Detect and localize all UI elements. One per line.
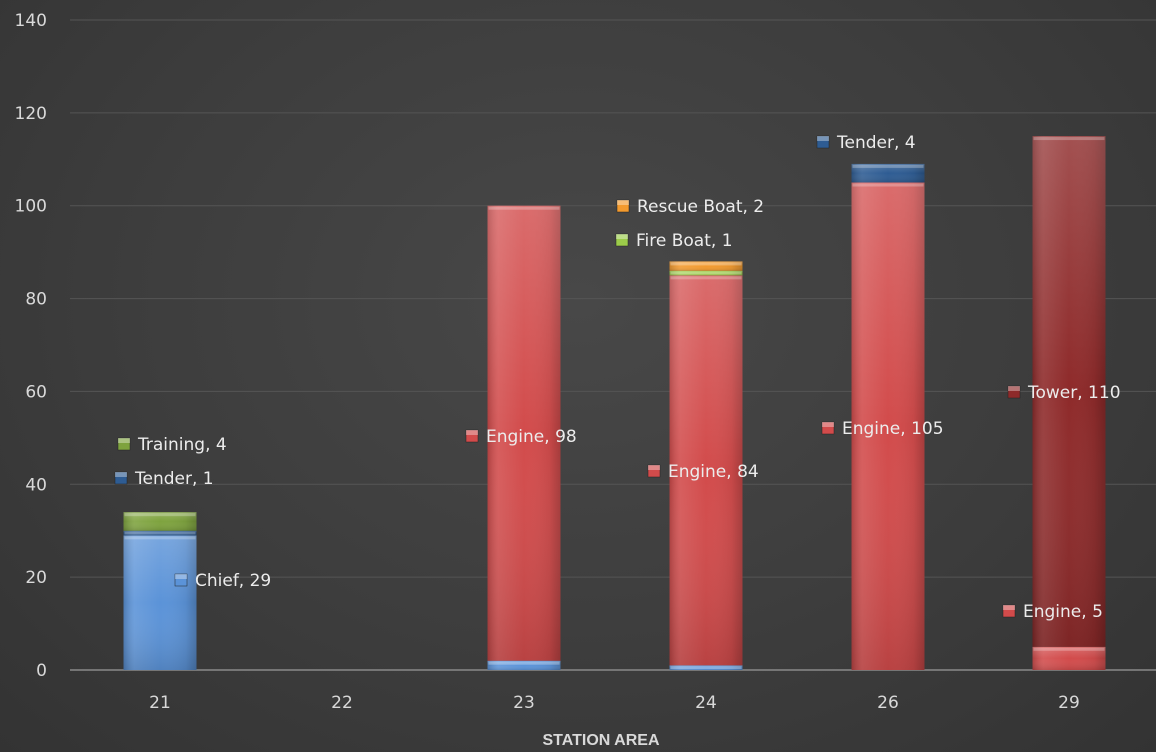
data-label: Engine, 5: [1002, 602, 1103, 622]
legend-key-highlight: [466, 430, 478, 435]
data-label: Tender, 4: [816, 133, 916, 153]
legend-key-highlight: [648, 465, 660, 470]
legend-key-marker: [1007, 385, 1021, 399]
bar-gloss: [123, 530, 197, 536]
y-tick-label: 80: [25, 290, 47, 310]
data-label: Engine, 84: [647, 462, 759, 482]
legend-key-marker: [821, 421, 835, 435]
legend-key-highlight: [1008, 386, 1020, 391]
y-tick-label: 20: [25, 568, 47, 588]
bar-gloss: [487, 205, 561, 661]
legend-key-highlight: [616, 234, 628, 239]
bar-gloss: [669, 261, 743, 271]
legend-key-marker: [615, 233, 629, 247]
bar-gloss: [669, 275, 743, 666]
data-label: Engine, 105: [821, 419, 944, 439]
y-tick-label: 40: [25, 475, 47, 495]
legend-key-highlight: [822, 422, 834, 427]
legend-key-marker: [465, 429, 479, 443]
bar-gloss: [123, 512, 197, 531]
y-axis-ticks: 0 20 40 60 80 100 120 140: [15, 11, 47, 681]
data-label-text: Engine, 105: [842, 419, 944, 439]
legend-key-marker: [616, 199, 630, 213]
bar-highlight: [124, 531, 196, 535]
data-label-text: Training, 4: [137, 435, 227, 455]
bar-highlight: [670, 262, 742, 266]
bar-gloss: [1032, 646, 1106, 670]
data-labels: Chief, 29 Tender, 1 Training, 4 Engine, 98 E…: [114, 133, 1121, 622]
y-tick-label: 140: [15, 11, 47, 31]
bar-gloss: [1032, 136, 1106, 647]
legend-key-marker: [816, 135, 830, 149]
y-tick-label: 100: [15, 197, 47, 217]
legend-key-highlight: [118, 438, 130, 443]
x-axis-title: STATION AREA: [542, 732, 659, 749]
legend-key-highlight: [617, 200, 629, 205]
legend-key-highlight: [175, 574, 187, 579]
x-axis-ticks: 21 22 23 24 26 29: [149, 693, 1080, 713]
bar-highlight: [1033, 137, 1105, 141]
x-tick-label: 23: [513, 693, 535, 713]
x-tick-label: 26: [877, 693, 899, 713]
data-label: Chief, 29: [174, 571, 271, 591]
data-label: Tower, 110: [1007, 383, 1121, 403]
legend-key-highlight: [115, 472, 127, 477]
x-tick-label: 21: [149, 693, 171, 713]
bar-highlight: [670, 276, 742, 280]
data-label: Training, 4: [117, 435, 227, 455]
bar-gloss: [851, 163, 925, 183]
bar-highlight: [124, 513, 196, 517]
legend-key-marker: [174, 573, 188, 587]
data-label-text: Tender, 4: [836, 133, 916, 153]
data-label-text: Fire Boat, 1: [636, 231, 733, 251]
bar-highlight: [670, 666, 742, 669]
bar-highlight: [124, 536, 196, 540]
bar-highlight: [488, 206, 560, 210]
y-tick-label: 60: [25, 382, 47, 402]
legend-key-highlight: [1003, 605, 1015, 610]
legend-key-highlight: [817, 136, 829, 141]
legend-key-marker: [647, 464, 661, 478]
y-tick-label: 0: [36, 661, 47, 681]
data-label-text: Tower, 110: [1027, 383, 1121, 403]
data-label-text: Rescue Boat, 2: [637, 197, 764, 217]
data-label-text: Engine, 5: [1023, 602, 1103, 622]
x-tick-label: 22: [331, 693, 353, 713]
bar-highlight: [852, 183, 924, 187]
data-label: Tender, 1: [114, 469, 214, 489]
x-tick-label: 29: [1058, 693, 1080, 713]
data-label: Engine, 98: [465, 427, 577, 447]
legend-key-marker: [117, 437, 131, 451]
data-label: Fire Boat, 1: [615, 231, 733, 251]
data-label-text: Chief, 29: [195, 571, 271, 591]
x-tick-label: 24: [695, 693, 717, 713]
data-label-text: Tender, 1: [134, 469, 214, 489]
bar-highlight: [670, 271, 742, 275]
bar-highlight: [488, 661, 560, 665]
bars: [123, 136, 1106, 670]
bar-highlight: [1033, 647, 1105, 651]
data-label-text: Engine, 98: [486, 427, 577, 447]
bar-gloss: [123, 535, 197, 670]
bar-highlight: [852, 164, 924, 168]
legend-key-marker: [1002, 604, 1016, 618]
bar-gloss: [851, 182, 925, 670]
bar-gloss: [669, 270, 743, 276]
data-label: Rescue Boat, 2: [616, 197, 764, 217]
gridlines: [70, 19, 1156, 671]
bar-gloss: [669, 665, 743, 670]
legend-key-marker: [114, 471, 128, 485]
y-tick-label: 120: [15, 104, 47, 124]
data-label-text: Engine, 84: [668, 462, 759, 482]
bar-gloss: [487, 660, 561, 670]
